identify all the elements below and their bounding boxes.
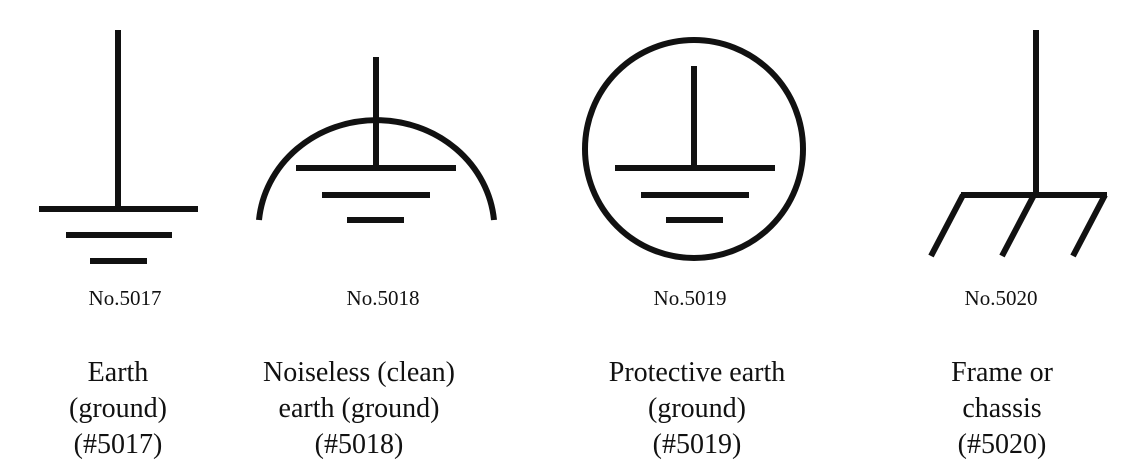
symbol-caption: Protective earth (ground) (#5019) bbox=[567, 355, 827, 463]
frame-chassis-icon bbox=[928, 30, 1108, 258]
earth-ground-icon bbox=[39, 30, 198, 264]
protective-earth-icon bbox=[582, 37, 806, 261]
caption-line: Protective earth bbox=[608, 357, 786, 388]
noiseless-earth-icon bbox=[256, 57, 497, 223]
symbol-number: No.5017 bbox=[88, 286, 162, 310]
caption-line: Noiseless (clean) bbox=[262, 357, 456, 388]
caption-line: (#5019) bbox=[652, 429, 742, 460]
symbol-caption: Frame or chassis (#5020) bbox=[872, 355, 1132, 463]
symbol-number: No.5020 bbox=[964, 286, 1038, 310]
symbol-caption: Noiseless (clean) earth (ground) (#5018) bbox=[229, 355, 489, 463]
caption-line: (ground) bbox=[69, 393, 167, 424]
symbol-number: No.5018 bbox=[346, 286, 420, 310]
caption-line: (#5020) bbox=[957, 429, 1047, 460]
caption-line: (#5018) bbox=[314, 429, 404, 460]
caption-line: (ground) bbox=[648, 393, 746, 424]
caption-line: chassis bbox=[962, 393, 1042, 424]
caption-line: (#5017) bbox=[73, 429, 163, 460]
symbol-caption: Earth (ground) (#5017) bbox=[0, 355, 248, 463]
caption-line: Frame or bbox=[951, 357, 1053, 388]
caption-line: Earth bbox=[87, 357, 149, 388]
caption-line: earth (ground) bbox=[278, 393, 440, 424]
symbol-number: No.5019 bbox=[653, 286, 727, 310]
